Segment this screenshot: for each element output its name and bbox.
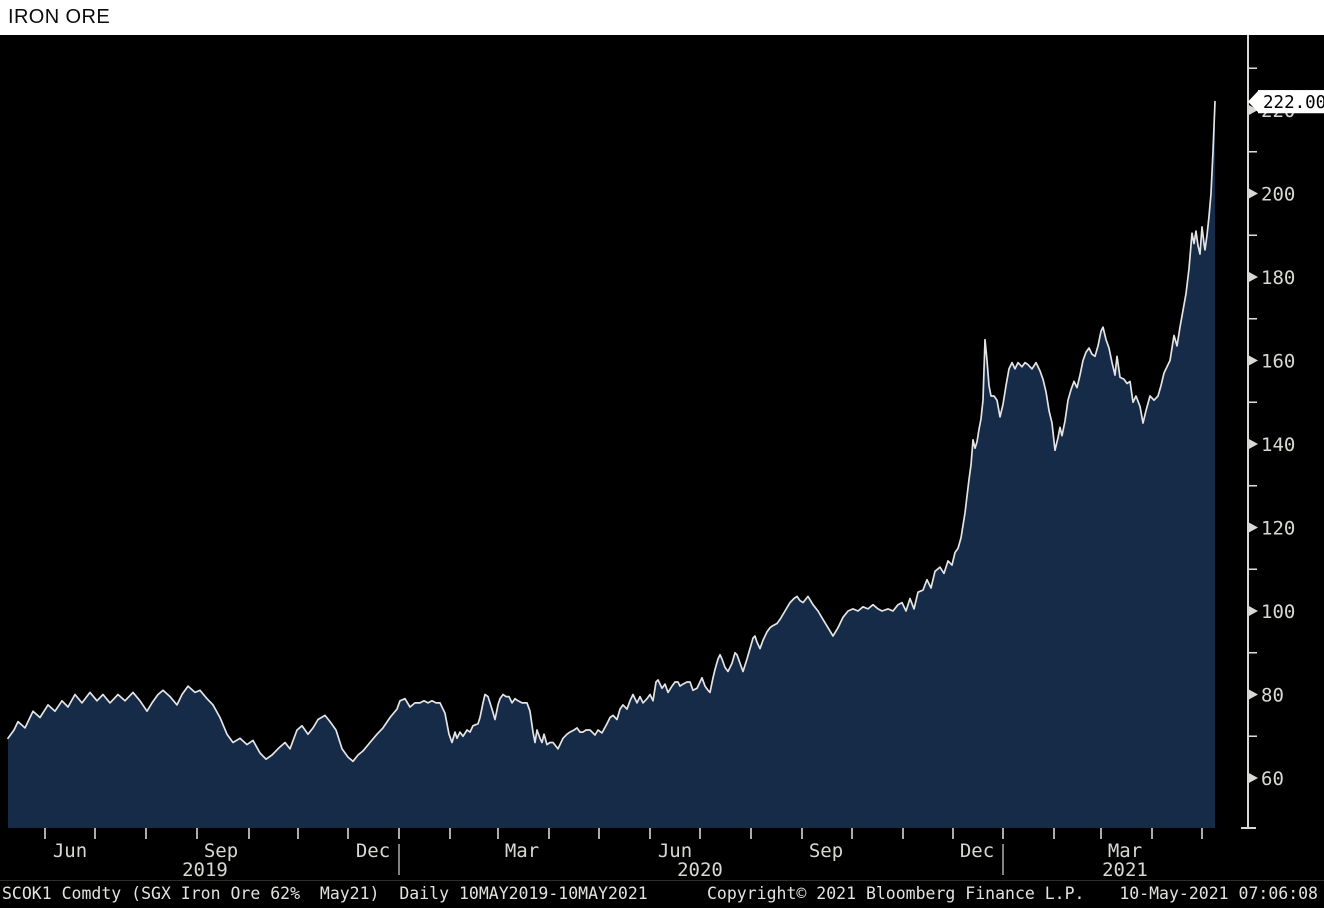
x-month-label: Mar [505, 840, 539, 862]
status-bar: SCOK1 Comdty (SGX Iron Ore 62% May21) Da… [0, 880, 1324, 908]
timestamp: 10-May-2021 07:06:08 [1119, 884, 1318, 903]
x-year-label: 2020 [677, 859, 723, 881]
last-price-label: 222.00 [1263, 93, 1324, 113]
y-major-tick-arrow [1248, 522, 1258, 533]
y-tick-label: 60 [1261, 768, 1284, 790]
title-bar: IRON ORE [0, 0, 1324, 35]
security-description: SCOK1 Comdty (SGX Iron Ore 62% May21) Da… [2, 884, 648, 903]
x-year-label: 2021 [1102, 859, 1148, 881]
price-area-fill [8, 101, 1215, 829]
y-tick-label: 160 [1261, 351, 1295, 373]
x-month-label: Dec [960, 840, 994, 862]
x-month-label: Sep [809, 840, 843, 862]
y-major-tick-arrow [1248, 689, 1258, 700]
y-major-tick-arrow [1248, 104, 1258, 116]
last-price-badge-arrow [1248, 90, 1259, 114]
price-line [7, 100, 1216, 763]
y-tick-label: 180 [1261, 267, 1295, 289]
y-major-tick-arrow [1248, 772, 1258, 784]
y-tick-label: 120 [1261, 518, 1295, 540]
copyright-text: Copyright© 2021 Bloomberg Finance L.P. [707, 884, 1085, 903]
x-month-label: Jun [658, 840, 692, 862]
y-major-tick-arrow [1248, 271, 1258, 283]
x-year-label: 2019 [182, 859, 228, 881]
x-month-label: Sep [204, 840, 238, 862]
x-month-label: Jun [53, 840, 87, 862]
y-tick-label: 80 [1261, 685, 1284, 707]
y-tick-label: 140 [1261, 434, 1295, 456]
y-major-tick-arrow [1248, 188, 1258, 199]
y-major-tick-arrow [1248, 605, 1258, 617]
y-major-tick-arrow [1248, 355, 1258, 366]
last-price-badge [1258, 90, 1324, 114]
page-title: IRON ORE [8, 6, 111, 28]
x-month-label: Mar [1108, 840, 1142, 862]
y-tick-label: 100 [1261, 601, 1295, 623]
y-major-tick-arrow [1248, 438, 1258, 450]
price-chart[interactable]: 6080100120140160180200220JunSepDecMarJun… [0, 35, 1324, 881]
x-month-label: Dec [356, 840, 390, 862]
y-tick-label: 200 [1261, 184, 1295, 206]
chart-area: 6080100120140160180200220JunSepDecMarJun… [0, 35, 1324, 881]
